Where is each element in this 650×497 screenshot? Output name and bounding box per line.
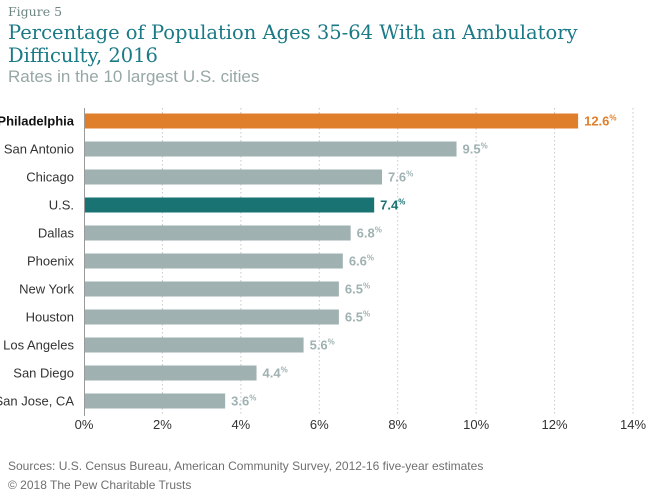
value-label: 7.6% <box>388 170 413 185</box>
value-label: 6.6% <box>349 254 374 269</box>
x-tick-label: 0% <box>75 417 94 432</box>
copyright-note: © 2018 The Pew Charitable Trusts <box>8 478 192 492</box>
value-label: 6.5% <box>345 282 370 297</box>
category-label: San Diego <box>13 366 74 381</box>
bar <box>85 197 375 213</box>
category-label: Chicago <box>26 170 74 185</box>
bar <box>85 141 457 157</box>
x-tick-label: 10% <box>463 417 489 432</box>
category-label: Dallas <box>38 226 75 241</box>
chart-title: Percentage of Population Ages 35-64 With… <box>8 21 578 67</box>
source-note: Sources: U.S. Census Bureau, American Co… <box>8 459 484 473</box>
bar <box>85 365 257 381</box>
x-tick-label: 2% <box>153 417 172 432</box>
bar <box>85 309 339 325</box>
value-label: 9.5% <box>463 142 488 157</box>
category-label: Los Angeles <box>3 338 74 353</box>
category-label: Phoenix <box>27 254 74 269</box>
bar <box>85 169 383 185</box>
category-label: Philadelphia <box>0 114 75 129</box>
value-label: 7.4% <box>380 198 405 213</box>
x-tick-label: 6% <box>310 417 329 432</box>
bar <box>85 393 226 409</box>
category-label: San Jose, CA <box>0 394 74 409</box>
x-tick-label: 4% <box>231 417 250 432</box>
value-label: 6.8% <box>357 226 382 241</box>
category-label: San Antonio <box>4 142 74 157</box>
value-label: 6.5% <box>345 310 370 325</box>
value-label: 12.6% <box>584 114 616 129</box>
x-tick-label: 14% <box>620 417 646 432</box>
bar <box>85 225 351 241</box>
x-tick-label: 8% <box>388 417 407 432</box>
chart-subtitle: Rates in the 10 largest U.S. cities <box>8 67 260 86</box>
value-label: 3.6% <box>231 394 256 409</box>
bar <box>85 113 579 129</box>
value-label: 5.6% <box>310 338 335 353</box>
category-label: U.S. <box>49 198 74 213</box>
x-tick-label: 12% <box>542 417 568 432</box>
bar <box>85 337 304 353</box>
bar <box>85 253 343 269</box>
figure-label: Figure 5 <box>8 4 63 19</box>
category-label: New York <box>19 282 74 297</box>
category-label: Houston <box>26 310 74 325</box>
bar <box>85 281 339 297</box>
value-label: 4.4% <box>263 366 288 381</box>
